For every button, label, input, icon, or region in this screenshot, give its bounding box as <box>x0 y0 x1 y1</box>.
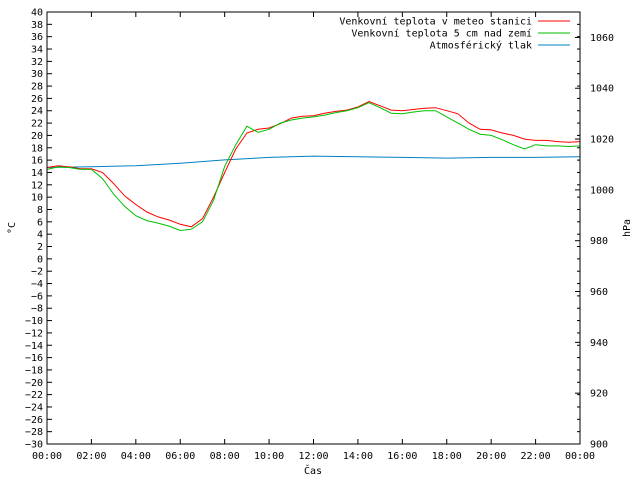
left-axis-label: °C <box>7 222 18 234</box>
series-lines <box>46 100 581 232</box>
plot-frame <box>46 11 581 445</box>
left-tick-label: 38 <box>31 20 43 31</box>
left-tick-label: 0 <box>37 254 43 265</box>
left-tick-label: 16 <box>31 156 43 167</box>
left-tick-label: 4 <box>37 230 43 241</box>
left-tick-label: −22 <box>25 390 43 401</box>
x-tick-label: 14:00 <box>343 451 373 462</box>
x-tick-label: 06:00 <box>165 451 195 462</box>
right-tick-label: 1040 <box>590 84 614 95</box>
left-tick-label: 28 <box>31 82 43 93</box>
right-tick-label: 1020 <box>590 135 614 146</box>
left-tick-label: 26 <box>31 94 43 105</box>
x-tick-label: 08:00 <box>210 451 240 462</box>
left-tick-label: −14 <box>25 341 43 352</box>
right-tick-label: 1060 <box>590 33 614 44</box>
left-tick-label: 32 <box>31 57 43 68</box>
left-tick-label: −26 <box>25 415 43 426</box>
series-line-1 <box>46 102 581 232</box>
right-tick-label: 900 <box>590 440 608 451</box>
left-tick-label: −18 <box>25 365 43 376</box>
x-tick-label: 22:00 <box>521 451 551 462</box>
x-tick-label: 10:00 <box>254 451 284 462</box>
x-tick-label: 16:00 <box>387 451 417 462</box>
left-tick-label: 30 <box>31 69 43 80</box>
right-tick-label: 980 <box>590 236 608 247</box>
x-tick-label: 20:00 <box>476 451 506 462</box>
legend: Venkovní teplota v meteo staniciVenkovní… <box>339 16 570 52</box>
left-tick-label: 8 <box>37 205 43 216</box>
x-tick-label: 00:00 <box>565 451 595 462</box>
left-tick-label: 36 <box>31 32 43 43</box>
left-tick-label: −16 <box>25 353 43 364</box>
left-tick-label: 6 <box>37 217 43 228</box>
left-tick-label: −28 <box>25 427 43 438</box>
legend-label: Venkovní teplota v meteo stanici <box>339 16 532 28</box>
left-tick-label: −20 <box>25 378 43 389</box>
legend-label: Venkovní teplota 5 cm nad zemí <box>351 28 532 40</box>
left-tick-label: 40 <box>31 8 43 19</box>
left-tick-label: 2 <box>37 242 43 253</box>
left-tick-label: −30 <box>25 440 43 451</box>
x-tick-label: 18:00 <box>432 451 462 462</box>
left-axis-ticks: 4038363432302826242220181614121086420−2−… <box>25 8 580 451</box>
left-tick-label: 18 <box>31 143 43 154</box>
left-tick-label: −24 <box>25 402 43 413</box>
left-tick-label: −2 <box>31 267 43 278</box>
series-line-0 <box>46 100 581 228</box>
legend-label: Atmosférický tlak <box>430 40 532 52</box>
series-line-2 <box>46 155 581 168</box>
left-tick-label: 34 <box>31 45 43 56</box>
x-tick-label: 04:00 <box>121 451 151 462</box>
left-tick-label: −10 <box>25 316 43 327</box>
left-tick-label: 20 <box>31 131 43 142</box>
left-tick-label: 10 <box>31 193 43 204</box>
right-axis-ticks: 1060 1040 1020 1000 980 960 940 920 900 <box>575 33 614 451</box>
right-tick-label: 1000 <box>590 185 614 196</box>
right-tick-label: 920 <box>590 389 608 400</box>
left-tick-label: 14 <box>31 168 43 179</box>
left-tick-label: 22 <box>31 119 43 130</box>
x-tick-label: 12:00 <box>298 451 328 462</box>
x-tick-label: 02:00 <box>76 451 106 462</box>
x-axis-ticks: 00:00 02:00 04:00 06:00 08:00 10:00 12:00 14:00… <box>32 12 595 462</box>
right-tick-label: 960 <box>590 287 608 298</box>
left-tick-label: −8 <box>31 304 43 315</box>
left-tick-label: −6 <box>31 291 43 302</box>
left-tick-label: 24 <box>31 106 43 117</box>
left-tick-label: 12 <box>31 180 43 191</box>
left-tick-label: −12 <box>25 328 43 339</box>
right-tick-label: 940 <box>590 338 608 349</box>
right-axis-label: hPa <box>622 219 633 237</box>
x-tick-label: 00:00 <box>32 451 62 462</box>
x-axis-label: Čas <box>304 464 322 477</box>
left-tick-label: −4 <box>31 279 43 290</box>
